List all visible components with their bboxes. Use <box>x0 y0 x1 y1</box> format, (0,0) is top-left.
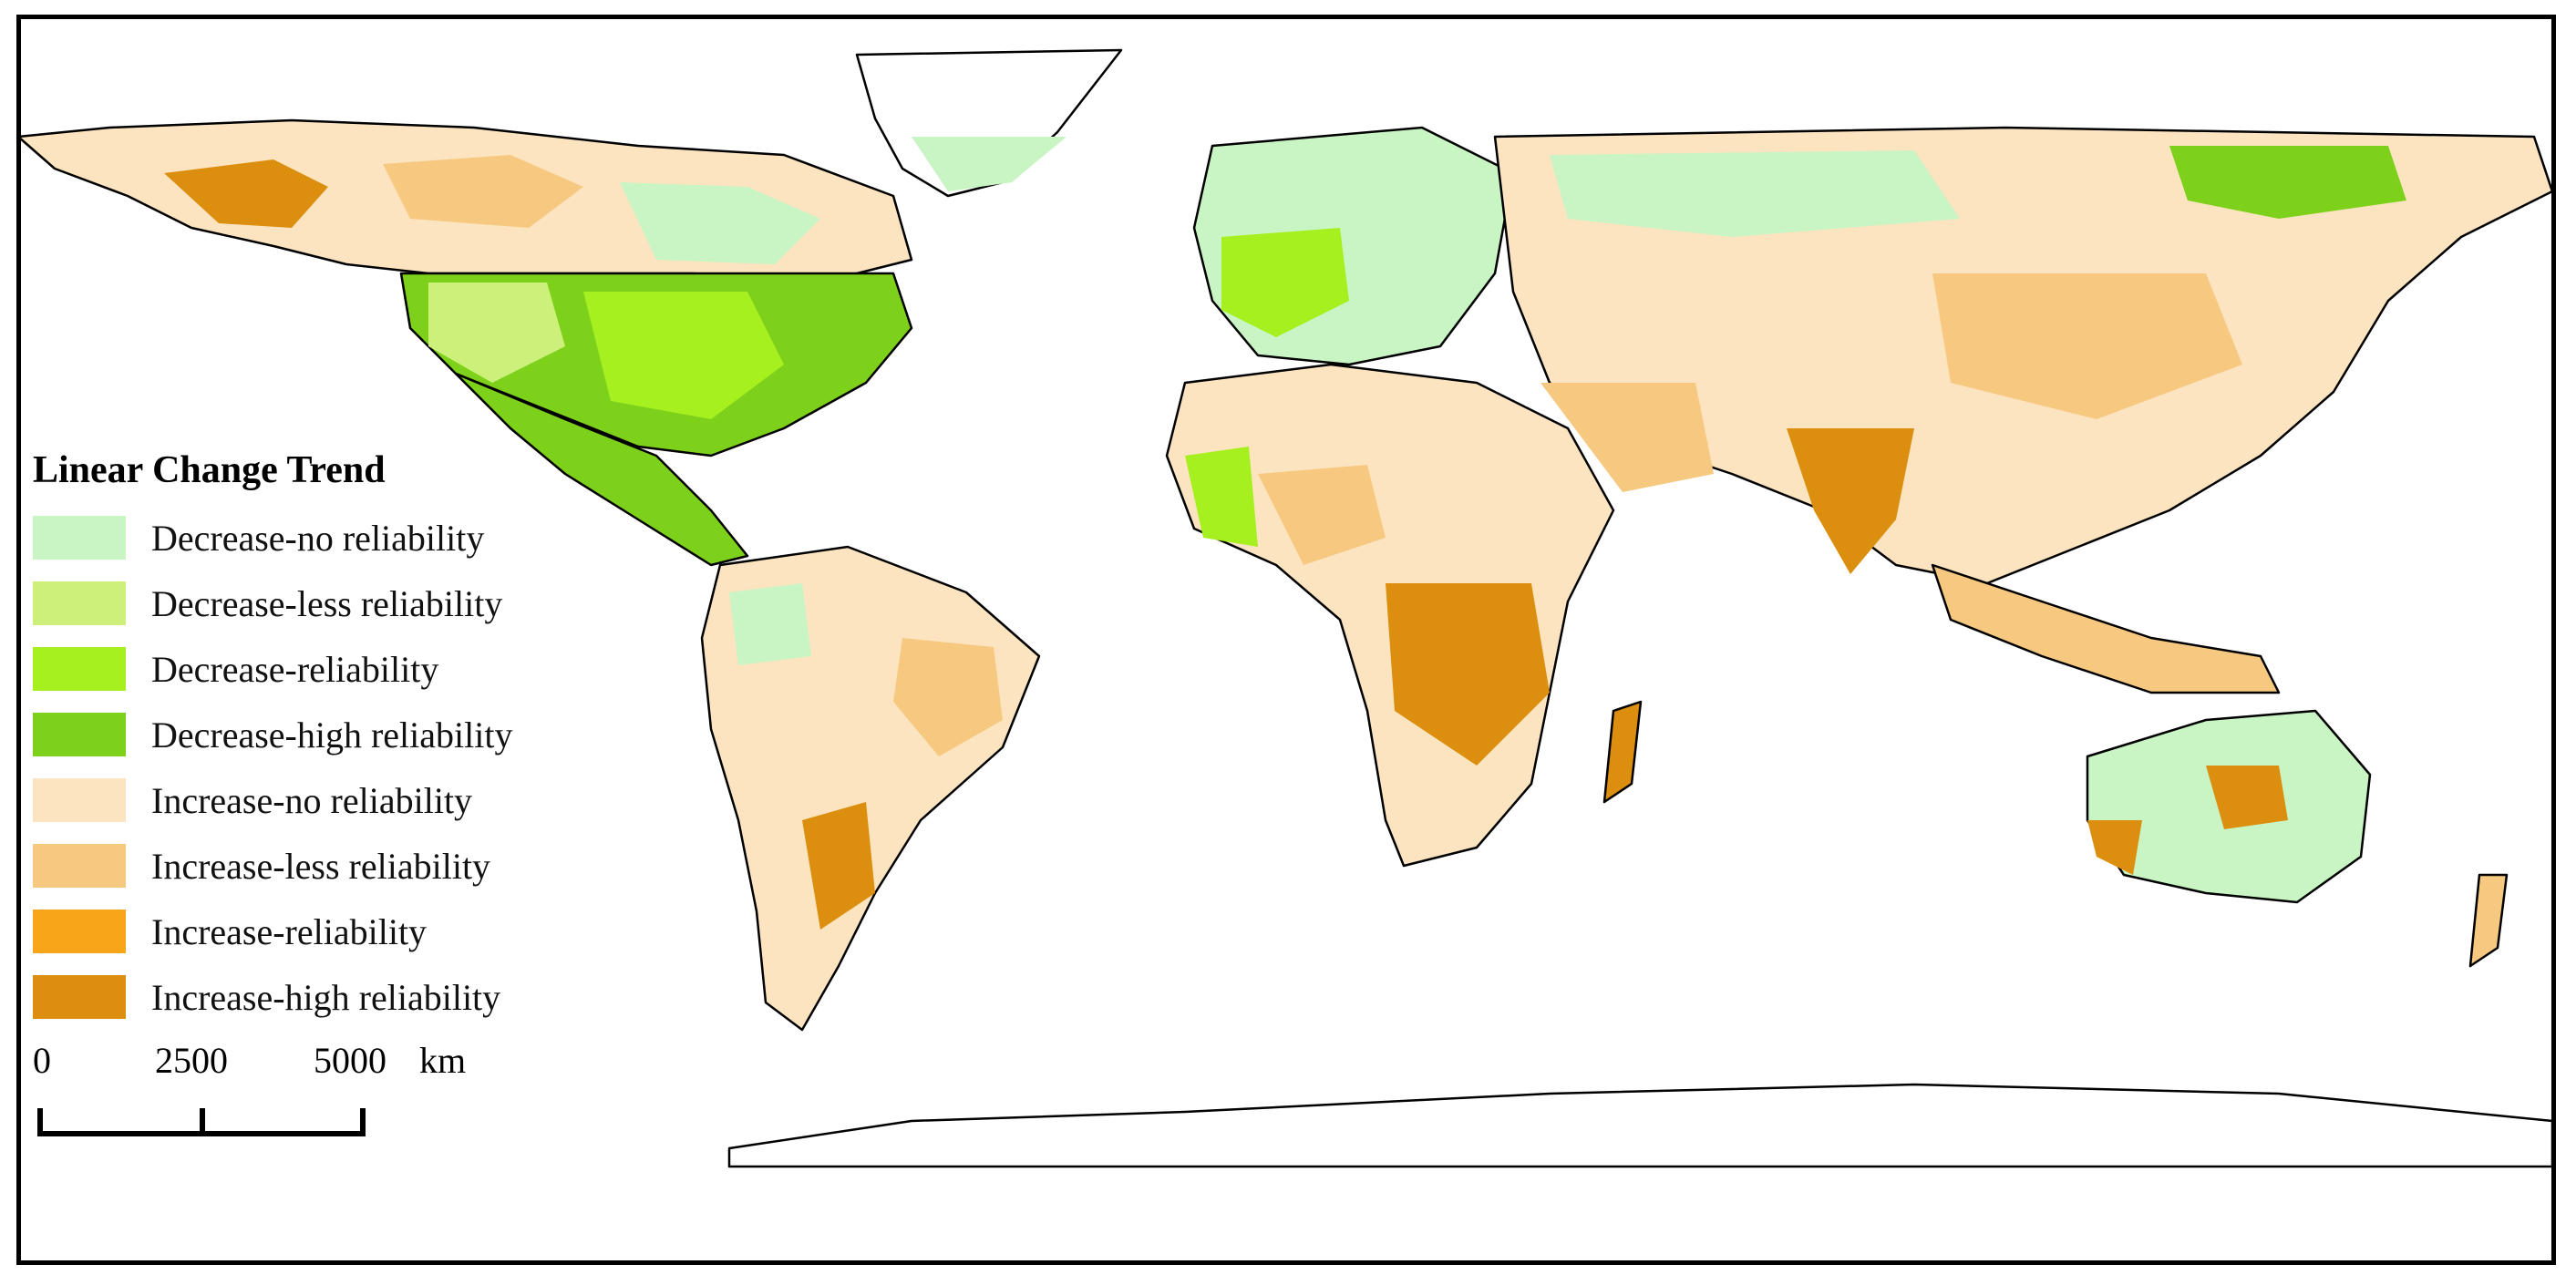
legend-swatch <box>33 844 126 888</box>
region-greenland-edge <box>912 137 1066 191</box>
legend-label: Increase-no reliability <box>151 779 473 821</box>
scale-bar-line <box>37 1108 366 1136</box>
legend-swatch <box>33 778 126 822</box>
legend-item: Increase-high reliability <box>33 964 512 1030</box>
region-europe-green <box>1221 228 1349 337</box>
legend-swatch <box>33 713 126 756</box>
legend-item: Decrease-less reliability <box>33 571 512 636</box>
legend-swatch <box>33 910 126 953</box>
legend: Linear Change Trend Decrease-no reliabil… <box>33 448 512 1030</box>
landmass-greenland <box>855 48 1123 198</box>
legend-swatch <box>33 975 126 1019</box>
region-canada-green <box>620 182 820 264</box>
legend-label: Decrease-no reliability <box>151 517 485 559</box>
legend-label: Increase-reliability <box>151 910 428 952</box>
legend-item: Increase-no reliability <box>33 767 512 833</box>
scale-label-2500: 2500 <box>155 1040 228 1081</box>
region-africa-green <box>1185 447 1258 547</box>
region-canada-orange-2 <box>383 155 583 228</box>
legend-swatch <box>33 647 126 691</box>
legend-item: Decrease-high reliability <box>33 702 512 767</box>
region-usa-mid <box>583 292 784 419</box>
landmass-antarctica <box>727 1083 2554 1168</box>
scale-label-0: 0 <box>33 1040 51 1081</box>
region-asia-light <box>1550 150 1960 237</box>
legend-swatch <box>33 581 126 625</box>
region-usa-light <box>428 283 565 383</box>
region-india <box>1787 428 1914 574</box>
legend-swatch <box>33 516 126 560</box>
region-siberia-green <box>2169 146 2406 219</box>
legend-label: Decrease-less reliability <box>151 582 503 624</box>
landmass-madagascar <box>1602 700 1643 804</box>
scale-unit: km <box>419 1040 467 1081</box>
landmass-southeast-asia <box>1931 563 2281 694</box>
landmass-mexico <box>454 372 749 567</box>
legend-label: Increase-less reliability <box>151 845 491 887</box>
region-australia-sw <box>2087 820 2142 875</box>
region-canada-orange-1 <box>164 159 328 228</box>
region-africa-orange-1 <box>1386 583 1550 766</box>
legend-label: Increase-high reliability <box>151 976 501 1018</box>
legend-label: Decrease-reliability <box>151 648 439 690</box>
landmass-new-zealand <box>2468 873 2509 968</box>
legend-item: Increase-less reliability <box>33 833 512 899</box>
scale-bar: 0 2500 5000 km <box>33 1039 466 1157</box>
scale-label-5000: 5000 <box>314 1040 386 1081</box>
legend-title: Linear Change Trend <box>33 449 386 491</box>
region-sa-orange-2 <box>802 802 875 930</box>
legend-item: Decrease-reliability <box>33 636 512 702</box>
legend-item: Increase-reliability <box>33 899 512 964</box>
legend-label: Decrease-high reliability <box>151 714 513 756</box>
region-middle-east <box>1540 383 1714 492</box>
legend-item: Decrease-no reliability <box>33 505 512 571</box>
region-china-orange <box>1932 273 2242 419</box>
region-africa-orange-2 <box>1258 465 1386 565</box>
region-sa-orange-1 <box>893 638 1003 756</box>
region-sa-green <box>729 583 811 665</box>
region-australia-orange <box>2206 766 2288 829</box>
